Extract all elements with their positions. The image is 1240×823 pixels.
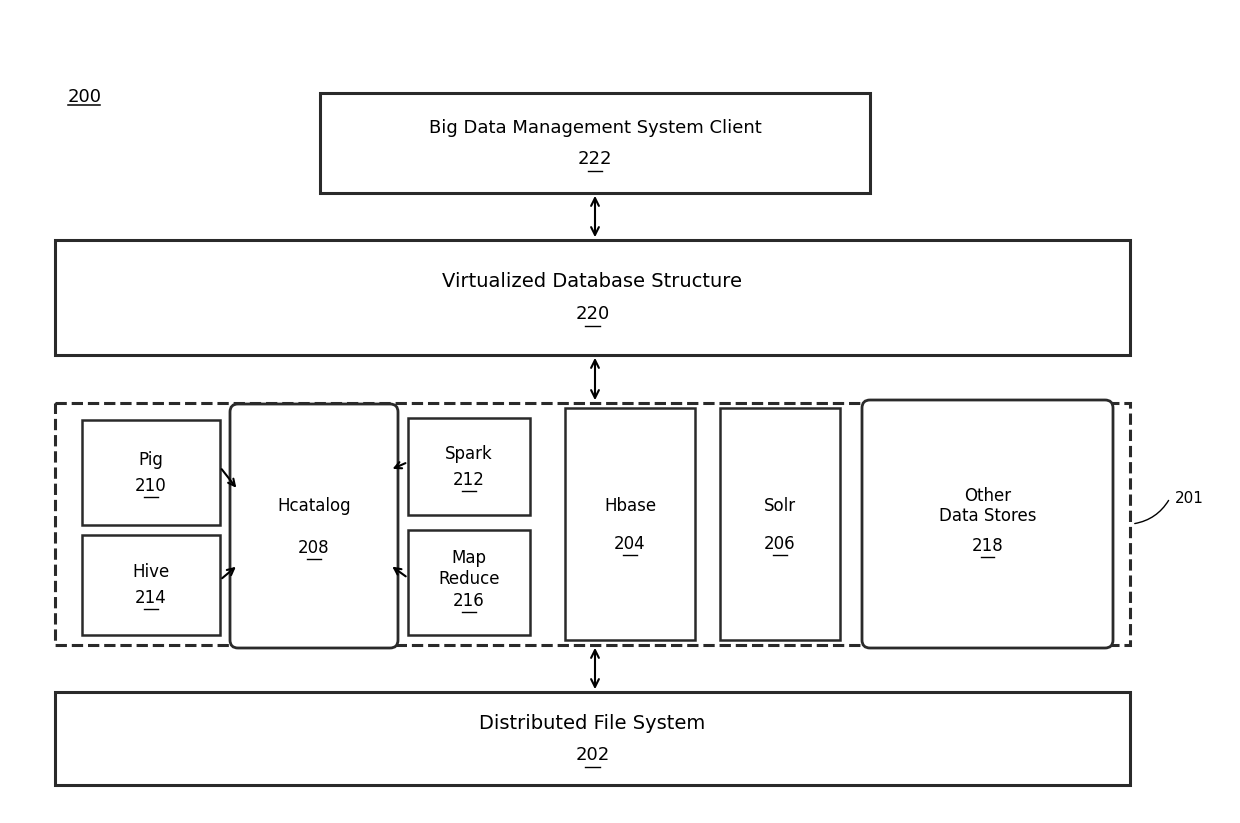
Bar [55,240,1130,355]
Text: Distributed File System: Distributed File System [480,714,706,733]
Bar [408,530,529,635]
Bar [55,692,1130,785]
Text: 222: 222 [578,150,613,168]
Bar [82,535,219,635]
Bar [55,403,1130,645]
Bar [82,420,219,525]
Text: 216: 216 [453,592,485,610]
Text: Pig: Pig [139,450,164,468]
Text: Spark: Spark [445,444,492,463]
Text: 208: 208 [298,539,330,557]
Bar [320,93,870,193]
Text: Hbase: Hbase [604,497,656,515]
Text: Hcatalog: Hcatalog [278,497,351,515]
Bar [408,418,529,515]
FancyBboxPatch shape [229,404,398,648]
Text: Other
Data Stores: Other Data Stores [939,486,1037,525]
Bar [720,408,839,640]
Text: 214: 214 [135,589,167,607]
Text: Solr: Solr [764,497,796,515]
Text: 218: 218 [972,537,1003,555]
Text: Big Data Management System Client: Big Data Management System Client [429,119,761,137]
Text: 220: 220 [575,305,610,323]
Bar [565,408,694,640]
Text: 206: 206 [764,535,796,553]
Text: 212: 212 [453,471,485,489]
Text: Map
Reduce: Map Reduce [438,549,500,588]
Text: Virtualized Database Structure: Virtualized Database Structure [443,272,743,291]
Text: 202: 202 [575,746,610,764]
Text: 204: 204 [614,535,646,553]
FancyBboxPatch shape [862,400,1114,648]
Text: Hive: Hive [133,563,170,581]
Text: 200: 200 [68,88,102,106]
Text: 201: 201 [1176,491,1204,505]
Text: 210: 210 [135,477,167,495]
